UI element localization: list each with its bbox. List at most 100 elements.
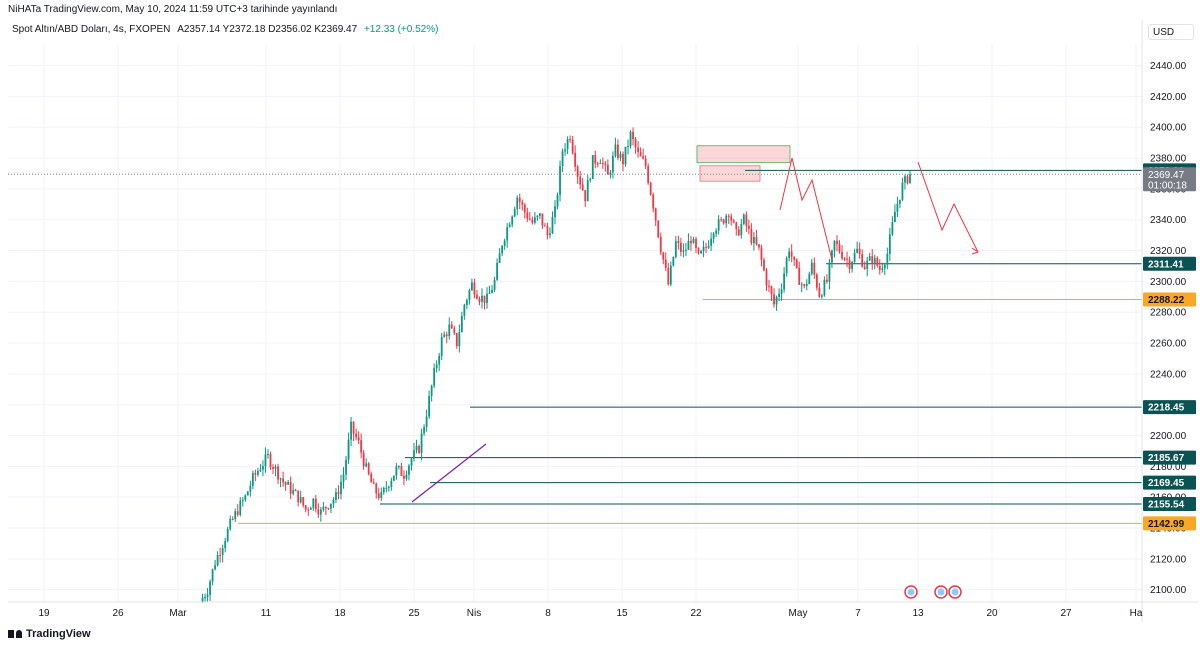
candle-body xyxy=(886,253,889,265)
candle-body xyxy=(236,511,239,515)
candle-body xyxy=(317,509,320,515)
candle-body xyxy=(365,463,368,467)
candle-body xyxy=(279,478,282,480)
candle-body xyxy=(226,528,229,542)
symbol-legend[interactable]: Spot Altın/ABD Doları, 4s, FXOPEN A2357.… xyxy=(12,24,438,35)
price-tick-label: 2240.00 xyxy=(1150,369,1187,380)
candle-body xyxy=(206,594,209,597)
flag-icon xyxy=(937,588,945,596)
candle-body xyxy=(800,284,803,286)
candle-body xyxy=(765,270,768,286)
candle-body xyxy=(294,490,297,492)
candle-body xyxy=(808,273,811,284)
price-label: 2185.67 xyxy=(1148,453,1185,464)
candle-body xyxy=(382,487,385,493)
candle-body xyxy=(672,256,675,266)
candle-body xyxy=(634,139,637,148)
time-tick-label: 27 xyxy=(1060,608,1072,619)
candle-body xyxy=(715,230,718,234)
candle-body xyxy=(813,262,816,275)
candle-body xyxy=(753,237,755,244)
supply-zone xyxy=(699,165,761,182)
candle-body xyxy=(901,182,904,200)
currency-selector[interactable]: USD xyxy=(1148,24,1194,40)
candle-body xyxy=(569,138,572,140)
candle-body xyxy=(357,437,360,441)
candle-body xyxy=(622,153,624,165)
candle-body xyxy=(735,222,738,230)
tradingview-logo[interactable]: TradingView xyxy=(8,628,91,640)
brand-name: TradingView xyxy=(26,628,91,640)
time-tick-label: 15 xyxy=(616,608,628,619)
candle-body xyxy=(818,287,821,297)
price-label-bg xyxy=(1143,497,1196,512)
candle-body xyxy=(244,495,247,501)
candle-body xyxy=(551,217,554,234)
candle-body xyxy=(375,483,378,494)
candle-body xyxy=(523,204,526,213)
candle-body xyxy=(803,284,806,286)
candle-body xyxy=(745,214,748,226)
candle-body xyxy=(833,240,836,251)
candle-body xyxy=(362,452,365,467)
publish-info: NiHATa TradingView.com, May 10, 2024 11:… xyxy=(8,4,338,15)
candle-body xyxy=(841,251,843,259)
candle-body xyxy=(493,279,496,290)
candle-body xyxy=(878,265,881,270)
candle-body xyxy=(229,518,232,529)
candle-body xyxy=(322,506,325,510)
candle-body xyxy=(360,440,363,453)
price-change: +12.33 (+0.52%) xyxy=(363,24,439,35)
candle-body xyxy=(302,497,305,506)
candle-body xyxy=(254,473,257,475)
candle-body xyxy=(685,249,687,251)
candle-body xyxy=(211,569,214,582)
price-label: 2155.54 xyxy=(1148,500,1185,511)
candle-body xyxy=(863,266,866,269)
price-axis[interactable]: 2100.002120.002140.002160.002180.002200.… xyxy=(1141,20,1187,622)
flag-icon xyxy=(951,588,959,596)
candle-body xyxy=(463,304,466,316)
candle-body xyxy=(601,163,604,165)
candle-body xyxy=(420,433,423,453)
candle-body xyxy=(327,508,330,510)
candle-body xyxy=(465,300,468,305)
candle-body xyxy=(805,283,808,286)
candle-body xyxy=(730,216,733,221)
price-tick-label: 2320.00 xyxy=(1150,246,1187,257)
price-tick-label: 2380.00 xyxy=(1150,154,1187,165)
price-label: 2311.41 xyxy=(1148,259,1184,270)
candle-body xyxy=(659,237,662,253)
candle-body xyxy=(780,289,783,294)
candle-body xyxy=(649,182,652,195)
price-label-bg xyxy=(1143,256,1196,271)
candle-body xyxy=(486,293,488,303)
candle-body xyxy=(549,233,551,236)
candle-body xyxy=(460,315,463,333)
candle-body xyxy=(476,294,478,299)
candle-body xyxy=(720,219,723,221)
candle-body xyxy=(428,395,431,417)
candle-body xyxy=(257,471,259,475)
price-tick-label: 2180.00 xyxy=(1150,462,1187,473)
candle-body xyxy=(380,492,383,498)
candle-body xyxy=(340,481,342,495)
candle-body xyxy=(566,138,569,150)
candle-body xyxy=(390,480,393,487)
projection-path-2 xyxy=(917,161,979,253)
time-tick-label: 11 xyxy=(261,608,272,619)
current-price-bg xyxy=(1143,167,1196,192)
time-tick-label: 7 xyxy=(855,608,861,619)
candle-body xyxy=(700,250,702,254)
candle-body xyxy=(559,165,561,195)
candle-body xyxy=(692,238,695,244)
candle-body xyxy=(513,209,516,217)
price-labels: 2372.012311.412288.222218.452185.672169.… xyxy=(1143,163,1196,531)
candle-body xyxy=(342,474,345,482)
candle-body xyxy=(674,241,677,257)
candle-body xyxy=(297,490,300,503)
candle-body xyxy=(435,364,438,369)
time-axis[interactable]: 19 26 Mar 11 18 25 Nis 8 15 22 May 7 13 20 27 Ha xyxy=(8,601,1198,619)
candle-body xyxy=(443,334,446,337)
